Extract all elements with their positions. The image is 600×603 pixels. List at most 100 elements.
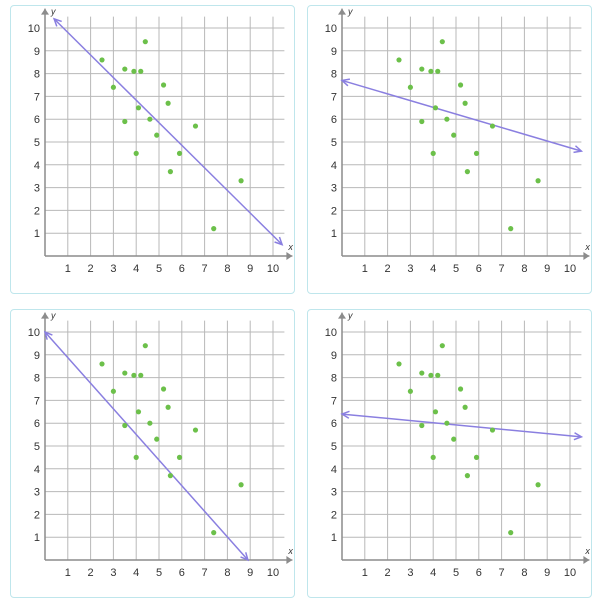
data-point — [147, 420, 153, 426]
x-axis-arrow — [286, 556, 293, 564]
y-tick-label: 6 — [34, 418, 40, 430]
chart-card-1[interactable]: 1 2 3 4 5 6 7 8 9 10 1 2 3 4 5 6 7 8 9 10 x y — [10, 5, 295, 294]
x-tick-label: 4 — [133, 567, 139, 579]
y-tick-label: 9 — [34, 350, 40, 362]
y-tick-label: 5 — [331, 137, 337, 149]
trend-line-arrow-end — [573, 145, 584, 154]
data-point — [407, 388, 413, 394]
data-point — [110, 84, 116, 90]
data-point — [167, 169, 173, 175]
data-point — [535, 178, 541, 184]
data-point — [133, 150, 139, 156]
chart-1-svg: 1 2 3 4 5 6 7 8 9 10 1 2 3 4 5 6 7 8 9 10 x y — [28, 7, 294, 275]
y-tick-label: 4 — [331, 464, 337, 476]
data-point — [439, 39, 445, 45]
data-point — [462, 100, 468, 106]
data-point — [489, 123, 496, 129]
data-point — [508, 226, 514, 232]
data-point — [154, 132, 160, 138]
x-tick-label: 7 — [499, 263, 505, 275]
y-tick-label: 6 — [331, 418, 337, 430]
data-point — [138, 372, 144, 378]
data-point — [535, 482, 541, 488]
data-point — [473, 150, 480, 156]
chart-card-2[interactable]: 1 2 3 4 5 6 7 8 9 10 1 2 3 4 5 6 7 8 9 10 x y — [307, 5, 592, 294]
y-axis-arrow — [41, 8, 49, 15]
data-point — [407, 84, 413, 90]
x-tick-label: 4 — [430, 567, 436, 579]
y-axis-arrow — [41, 312, 49, 319]
x-tick-label: 5 — [453, 567, 459, 579]
y-axis-label: y — [347, 7, 353, 17]
data-point — [457, 386, 464, 392]
data-point — [464, 473, 470, 479]
x-tick-label: 1 — [65, 263, 71, 275]
y-tick-label: 1 — [34, 228, 40, 240]
data-point — [432, 105, 439, 111]
y-tick-label: 1 — [331, 228, 337, 240]
y-tick-label: 3 — [34, 183, 40, 195]
x-tick-label: 7 — [499, 567, 505, 579]
y-tick-label: 9 — [331, 46, 337, 58]
x-tick-label: 3 — [407, 263, 413, 275]
x-axis-label: x — [287, 546, 293, 556]
y-tick-label: 8 — [331, 69, 337, 81]
y-axis-label: y — [50, 7, 56, 17]
data-point — [419, 422, 425, 429]
x-tick-label: 2 — [385, 567, 391, 579]
y-tick-label: 3 — [331, 183, 337, 195]
chart-card-4[interactable]: 1 2 3 4 5 6 7 8 9 10 1 2 3 4 5 6 7 8 9 10 x y — [307, 309, 592, 598]
data-point — [396, 57, 402, 63]
data-point — [428, 372, 434, 378]
x-tick-label: 6 — [179, 263, 185, 275]
data-point — [133, 454, 139, 460]
x-axis-label: x — [584, 242, 590, 252]
data-point — [142, 39, 148, 45]
y-tick-label: 4 — [34, 464, 40, 476]
data-point — [160, 82, 167, 88]
data-point — [192, 123, 199, 129]
x-tick-label: 6 — [476, 263, 482, 275]
x-tick-label: 5 — [453, 263, 459, 275]
y-tick-label: 3 — [331, 487, 337, 499]
x-tick-label: 9 — [544, 567, 550, 579]
y-axis-arrow — [338, 312, 346, 319]
data-point — [419, 66, 425, 72]
x-tick-label: 2 — [385, 263, 391, 275]
data-point — [131, 68, 137, 74]
data-point — [176, 150, 183, 156]
data-point — [142, 343, 148, 349]
data-point — [396, 361, 402, 367]
data-point — [165, 404, 171, 410]
data-point — [451, 436, 457, 442]
data-point — [430, 150, 436, 156]
chart-card-3[interactable]: 1 2 3 4 5 6 7 8 9 10 1 2 3 4 5 6 7 8 9 10 x y — [10, 309, 295, 598]
trend-line-arrow-start — [43, 330, 53, 340]
trend-line-arrow-end — [573, 432, 584, 441]
data-point — [451, 132, 457, 138]
trend-line — [44, 331, 249, 561]
data-point — [160, 386, 167, 392]
x-tick-label: 9 — [544, 263, 550, 275]
y-tick-label: 7 — [34, 395, 40, 407]
x-tick-label: 1 — [362, 263, 368, 275]
x-axis-arrow — [583, 556, 590, 564]
data-point — [192, 427, 199, 433]
y-tick-label: 5 — [331, 441, 337, 453]
data-point — [122, 370, 128, 376]
y-tick-label: 10 — [325, 327, 337, 339]
x-tick-label: 7 — [202, 263, 208, 275]
data-point — [432, 409, 439, 415]
y-tick-label: 5 — [34, 137, 40, 149]
data-point — [444, 420, 450, 426]
data-point — [508, 530, 514, 536]
y-tick-label: 10 — [28, 327, 40, 339]
x-tick-label: 1 — [65, 567, 71, 579]
y-tick-label: 10 — [28, 23, 40, 35]
y-tick-label: 7 — [34, 91, 40, 103]
data-point — [165, 100, 171, 106]
data-point — [131, 372, 137, 378]
x-tick-label: 2 — [88, 263, 94, 275]
y-tick-label: 10 — [325, 23, 337, 35]
y-tick-label: 7 — [331, 91, 337, 103]
